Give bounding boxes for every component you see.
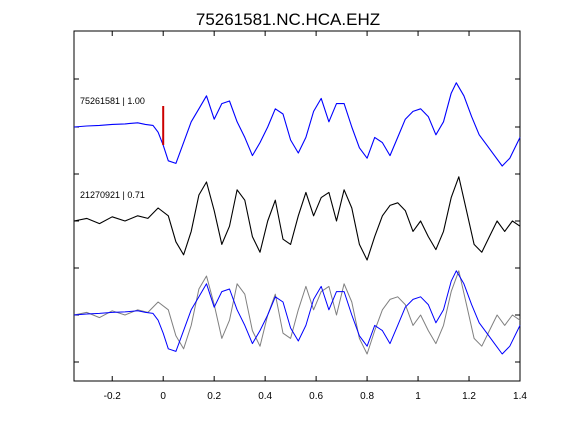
trace-label: 21270921 | 0.71 <box>80 190 145 200</box>
x-tick-label: 1.4 <box>513 391 527 402</box>
x-tick-label: 1.2 <box>462 391 476 402</box>
plot-area-frame <box>73 30 521 382</box>
trace-line-secondary <box>73 176 521 261</box>
trace-line-primary <box>73 82 521 167</box>
trace-label: 75261581 | 1.00 <box>80 96 145 106</box>
x-tick-label: 0.2 <box>207 391 221 402</box>
overlay-line-gray <box>73 270 521 355</box>
traces-group <box>73 82 521 355</box>
trace-labels: 75261581 | 1.00 21270921 | 0.71 <box>80 96 145 200</box>
x-tick-label: 0.8 <box>360 391 374 402</box>
x-tick-label: 1 <box>415 391 421 402</box>
overlay-line-blue <box>73 270 521 355</box>
x-tick-label: 0.6 <box>309 391 323 402</box>
chart-title: 75261581.NC.HCA.EHZ <box>196 10 380 29</box>
x-tick-label: -0.2 <box>104 391 122 402</box>
x-tick-label: 0.4 <box>258 391 272 402</box>
x-ticks: -0.2 0 0.2 0.4 0.6 0.8 1 1.2 1.4 <box>104 31 527 402</box>
x-tick-label: 0 <box>160 391 166 402</box>
